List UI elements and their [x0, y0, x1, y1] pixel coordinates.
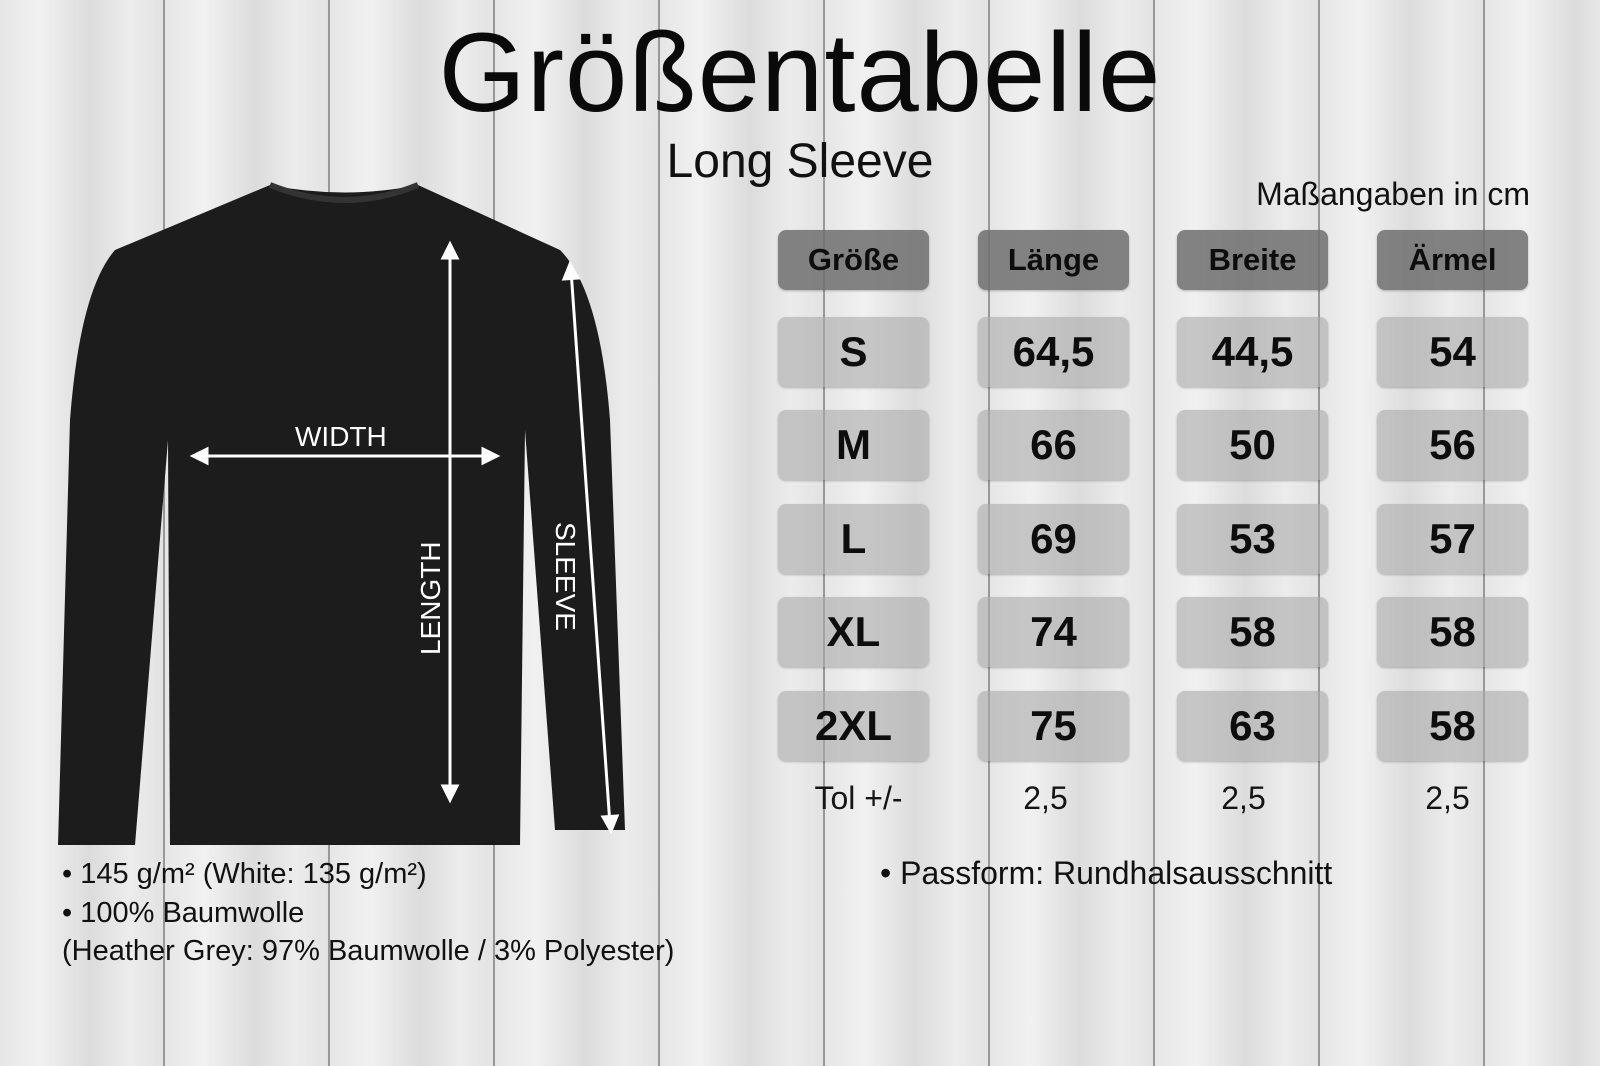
size-cell: M: [778, 410, 929, 480]
fabric-weight-note: • 145 g/m² (White: 135 g/m²): [62, 858, 427, 890]
width-cell: 44,5: [1177, 317, 1328, 387]
tolerance-length: 2,5: [1023, 780, 1068, 816]
sleeve-cell: 56: [1377, 410, 1528, 480]
tolerance-label: Tol +/-: [814, 780, 903, 816]
heather-grey-note: (Heather Grey: 97% Baumwolle / 3% Polyes…: [62, 935, 675, 967]
length-cell: 69: [978, 504, 1129, 574]
sleeve-cell: 58: [1377, 597, 1528, 667]
size-cell: XL: [778, 597, 929, 667]
material-note: • 100% Baumwolle: [62, 897, 305, 929]
width-cell: 50: [1177, 410, 1328, 480]
width-cell: 63: [1177, 691, 1328, 761]
size-cell: 2XL: [778, 691, 929, 761]
sleeve-label: SLEEVE: [550, 522, 581, 631]
sleeve-cell: 58: [1377, 691, 1528, 761]
size-cell: L: [778, 504, 929, 574]
length-cell: 64,5: [978, 317, 1129, 387]
header-length: Länge: [978, 230, 1129, 290]
sleeve-cell: 57: [1377, 504, 1528, 574]
fit-note: • Passform: Rundhalsausschnitt: [880, 855, 1333, 891]
length-cell: 75: [978, 691, 1129, 761]
length-cell: 66: [978, 410, 1129, 480]
page-title: Größentabelle: [438, 10, 1162, 135]
tolerance-sleeve: 2,5: [1425, 780, 1470, 816]
length-label: LENGTH: [415, 541, 446, 655]
length-cell: 74: [978, 597, 1129, 667]
header-width: Breite: [1177, 230, 1328, 290]
shirt-diagram: WIDTH LENGTH SLEEVE: [58, 182, 625, 845]
size-cell: S: [778, 317, 929, 387]
shirt-icon: [58, 185, 625, 845]
width-label: WIDTH: [295, 421, 387, 452]
header-sleeve: Ärmel: [1377, 230, 1528, 290]
sleeve-cell: 54: [1377, 317, 1528, 387]
page-subtitle: Long Sleeve: [666, 135, 934, 188]
units-note: Maßangaben in cm: [1256, 176, 1530, 212]
header-size: Größe: [778, 230, 929, 290]
tolerance-width: 2,5: [1221, 780, 1266, 816]
width-cell: 53: [1177, 504, 1328, 574]
width-cell: 58: [1177, 597, 1328, 667]
